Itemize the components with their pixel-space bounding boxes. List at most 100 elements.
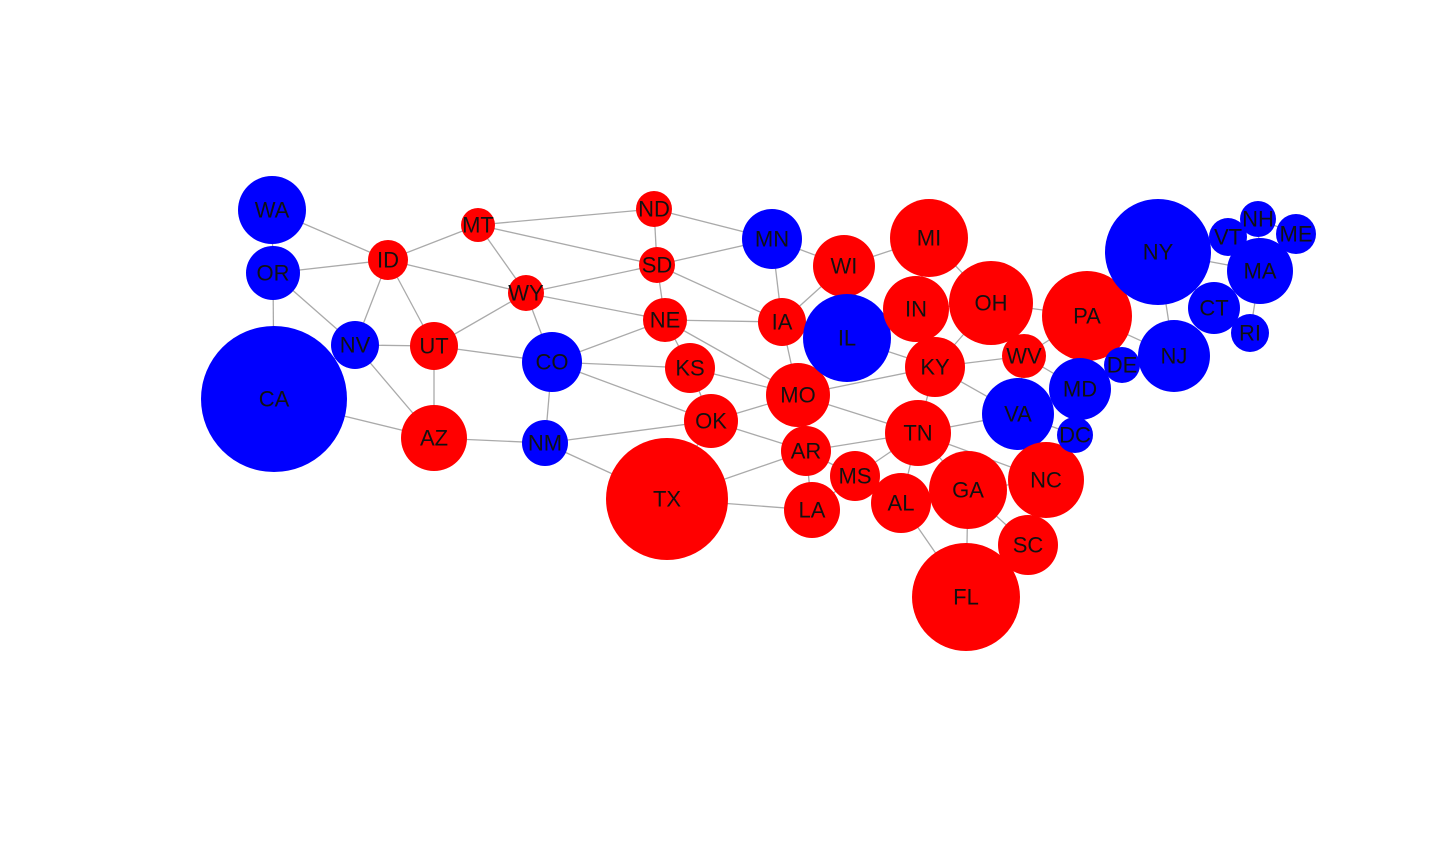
node-label-ut: UT [419,334,448,359]
node-nc: NC [1008,442,1084,518]
node-label-sc: SC [1013,533,1044,558]
node-label-pa: PA [1073,304,1101,329]
node-fl: FL [912,543,1020,651]
node-circle-ri [1231,314,1269,352]
node-circle-va [982,378,1054,450]
node-label-ma: MA [1244,259,1277,284]
node-circle-nc [1008,442,1084,518]
node-al: AL [871,473,931,533]
node-dc: DC [1057,417,1093,453]
node-ri: RI [1231,314,1269,352]
node-nv: NV [331,321,379,369]
node-label-wv: WV [1006,344,1042,369]
node-label-nh: NH [1242,207,1274,232]
node-circle-sc [998,515,1058,575]
node-ms: MS [830,451,880,501]
node-mo: MO [766,363,830,427]
node-label-ks: KS [675,356,704,381]
node-label-co: CO [536,350,569,375]
node-circle-al [871,473,931,533]
node-circle-id [368,240,408,280]
node-or: OR [246,246,300,300]
node-pa: PA [1042,271,1132,361]
edge-mt-nd [477,208,655,226]
node-label-wi: WI [831,254,858,279]
node-circle-ia [758,298,806,346]
node-nh: NH [1240,201,1276,237]
node-circle-ga [929,451,1007,529]
edge-mt-sd [477,224,658,266]
node-circle-co [522,332,582,392]
node-circle-mt [461,208,495,242]
node-md: MD [1049,358,1111,420]
node-circle-az [401,405,467,471]
node-circle-md [1049,358,1111,420]
node-circle-ca [201,326,347,472]
node-ky: KY [905,337,965,397]
node-ut: UT [410,322,458,370]
node-co: CO [522,332,582,392]
node-label-nj: NJ [1161,344,1188,369]
node-label-wa: WA [255,198,290,223]
node-circle-wi [813,235,875,297]
node-de: DE [1104,347,1140,383]
node-circle-nj [1138,320,1210,392]
node-circle-nh [1240,201,1276,237]
node-circle-ky [905,337,965,397]
node-circle-or [246,246,300,300]
node-label-ky: KY [920,355,950,380]
node-circle-la [784,482,840,538]
node-circle-nm [522,420,568,466]
node-wi: WI [813,235,875,297]
node-il: IL [803,294,891,382]
node-circle-tx [606,438,728,560]
node-circle-mo [766,363,830,427]
node-label-mi: MI [917,226,941,251]
node-ar: AR [781,426,831,476]
node-circle-fl [912,543,1020,651]
node-circle-de [1104,347,1140,383]
node-circle-wy [508,275,544,311]
node-label-id: ID [377,248,399,273]
node-label-il: IL [838,326,856,351]
node-circle-wv [1002,334,1046,378]
node-nm: NM [522,420,568,466]
node-mt: MT [461,208,495,242]
node-label-or: OR [257,261,290,286]
node-label-az: AZ [420,426,448,451]
node-label-va: VA [1004,402,1032,427]
node-label-in: IN [905,297,927,322]
node-label-fl: FL [953,585,979,610]
node-label-la: LA [799,498,826,523]
node-va: VA [982,378,1054,450]
edge-nm-ok [544,420,712,444]
node-ca: CA [201,326,347,472]
node-sc: SC [998,515,1058,575]
node-label-mt: MT [462,213,494,238]
node-ct: CT [1188,282,1240,334]
node-circle-nd [636,191,672,227]
node-label-ne: NE [650,308,681,333]
node-circle-ma [1227,238,1293,304]
node-tx: TX [606,438,728,560]
node-ny: NY [1105,199,1211,305]
node-tn: TN [885,400,951,466]
node-circle-mi [890,199,968,277]
node-label-mn: MN [755,227,789,252]
node-vt: VT [1209,218,1247,256]
node-oh: OH [949,261,1033,345]
node-label-ms: MS [839,464,872,489]
node-circle-ks [665,343,715,393]
node-wy: WY [508,275,544,311]
node-ia: IA [758,298,806,346]
node-ne: NE [643,298,687,342]
node-label-oh: OH [975,291,1008,316]
node-id: ID [368,240,408,280]
node-circle-me [1276,214,1316,254]
node-circle-ut [410,322,458,370]
node-circle-ny [1105,199,1211,305]
node-label-wy: WY [508,281,544,306]
node-label-ct: CT [1199,296,1228,321]
node-label-ri: RI [1239,321,1261,346]
